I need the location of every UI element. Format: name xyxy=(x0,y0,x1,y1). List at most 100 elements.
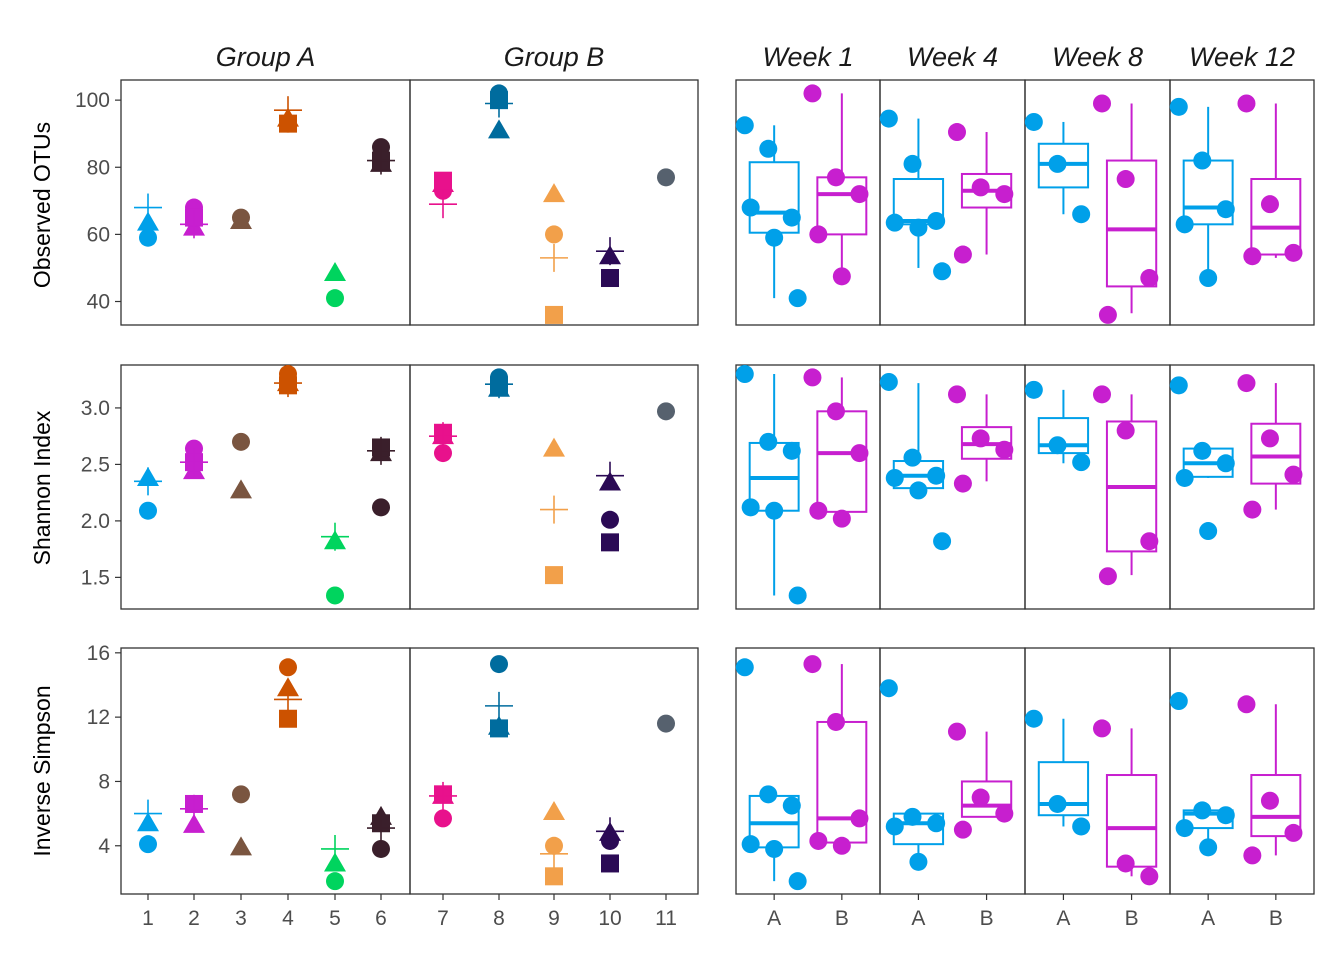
strip-label-group-b: Group B xyxy=(504,42,605,72)
x-tick-label-3: 3 xyxy=(235,907,247,930)
x-tick-label-11: 11 xyxy=(655,907,677,930)
plus-point-10 xyxy=(596,461,624,490)
jitter-point-B xyxy=(947,722,966,741)
circle-point-11 xyxy=(657,714,675,733)
strip-label-week-4: Week 4 xyxy=(907,42,998,72)
jitter-point-B xyxy=(809,225,828,244)
circle-point-3 xyxy=(232,785,250,804)
jitter-point-A xyxy=(782,796,801,815)
jitter-point-A xyxy=(879,109,898,128)
jitter-point-A xyxy=(765,839,784,858)
panel-border xyxy=(879,647,1026,895)
jitter-point-B xyxy=(953,474,972,493)
triangle-point-3 xyxy=(230,836,252,856)
scatter-row-0: 40 60 80 100 xyxy=(75,79,699,326)
plus-point-9 xyxy=(540,495,568,524)
y-tick-label: 8 xyxy=(98,770,110,793)
x-tick-label-A: A xyxy=(1201,907,1215,930)
jitter-point-B xyxy=(832,509,851,528)
jitter-point-A xyxy=(927,814,946,833)
x-tick-label-A: A xyxy=(911,907,925,930)
circle-point-7 xyxy=(434,809,452,828)
jitter-point-B xyxy=(809,831,828,850)
y-tick-label: 4 xyxy=(98,835,110,858)
circle-point-8 xyxy=(490,655,508,674)
plus-point-4 xyxy=(274,685,302,714)
circle-point-6 xyxy=(372,498,390,517)
jitter-point-A xyxy=(1193,441,1212,460)
y-axis-labels: Observed OTUs Shannon Index Inverse Simp… xyxy=(29,122,55,857)
jitter-point-B xyxy=(1284,465,1303,484)
jitter-point-B xyxy=(971,429,990,448)
x-tick-label-B: B xyxy=(1269,907,1283,930)
plus-point-5 xyxy=(321,834,349,863)
plus-point-1 xyxy=(134,193,162,222)
jitter-point-B xyxy=(832,836,851,855)
triangle-point-8 xyxy=(488,119,510,139)
jitter-point-A xyxy=(1048,436,1067,455)
y-tick-label: 100 xyxy=(75,89,110,112)
jitter-point-B xyxy=(1092,385,1111,404)
jitter-point-A xyxy=(933,262,952,281)
jitter-point-B xyxy=(803,84,822,103)
jitter-point-A xyxy=(879,679,898,698)
y-tick-label: 2.0 xyxy=(81,510,110,533)
circle-point-3 xyxy=(232,432,250,451)
jitter-point-B xyxy=(1243,846,1262,865)
plus-point-10 xyxy=(596,237,624,266)
jitter-point-B xyxy=(971,178,990,197)
jitter-point-B xyxy=(826,712,845,731)
jitter-point-B xyxy=(1140,532,1159,551)
box-B xyxy=(1250,774,1302,838)
circle-point-9 xyxy=(545,225,563,244)
x-tick-label-10: 10 xyxy=(598,907,621,930)
panel-border xyxy=(120,364,411,610)
square-point-9 xyxy=(545,305,563,324)
facet-strips: Group A Group B Week 1 Week 4 Week 8 Week 12 xyxy=(216,42,1295,72)
jitter-point-A xyxy=(741,198,760,217)
jitter-point-A xyxy=(1175,215,1194,234)
jitter-point-A xyxy=(1024,709,1043,728)
plus-point-6 xyxy=(367,814,395,843)
jitter-point-B xyxy=(1098,567,1117,586)
panel-border xyxy=(735,647,881,895)
panel-border xyxy=(1169,364,1315,610)
x-tick-label-B: B xyxy=(835,907,849,930)
jitter-point-A xyxy=(909,852,928,871)
square-point-9 xyxy=(545,566,563,585)
panel-border xyxy=(1024,647,1171,895)
jitter-point-A xyxy=(735,365,754,384)
x-tick-label-B: B xyxy=(1125,907,1139,930)
box-A xyxy=(1037,761,1090,817)
x-tick-label-9: 9 xyxy=(548,907,560,930)
jitter-point-A xyxy=(759,432,778,451)
square-point-7 xyxy=(434,171,452,190)
y-label-observed-otus: Observed OTUs xyxy=(29,122,55,288)
panel-border xyxy=(409,79,699,326)
jitter-point-A xyxy=(909,481,928,500)
jitter-point-B xyxy=(1260,791,1279,810)
jitter-point-B xyxy=(1260,429,1279,448)
panel-border xyxy=(120,647,411,895)
jitter-point-A xyxy=(885,213,904,232)
y-tick-label: 80 xyxy=(87,156,110,179)
circle-point-5 xyxy=(326,872,344,891)
strip-label-week-1: Week 1 xyxy=(762,42,853,72)
jitter-point-A xyxy=(735,116,754,135)
jitter-point-A xyxy=(1193,151,1212,170)
jitter-point-A xyxy=(927,466,946,485)
jitter-point-B xyxy=(1237,374,1256,393)
jitter-point-B xyxy=(803,655,822,674)
jitter-point-A xyxy=(1048,794,1067,813)
circle-point-11 xyxy=(657,168,675,187)
x-tick-label-7: 7 xyxy=(437,907,449,930)
circle-point-10 xyxy=(601,510,619,529)
box-B xyxy=(1105,774,1158,868)
x-tick-label-5: 5 xyxy=(329,907,341,930)
plus-point-1 xyxy=(134,799,162,828)
jitter-point-B xyxy=(850,185,869,204)
strip-label-week-12: Week 12 xyxy=(1189,42,1295,72)
